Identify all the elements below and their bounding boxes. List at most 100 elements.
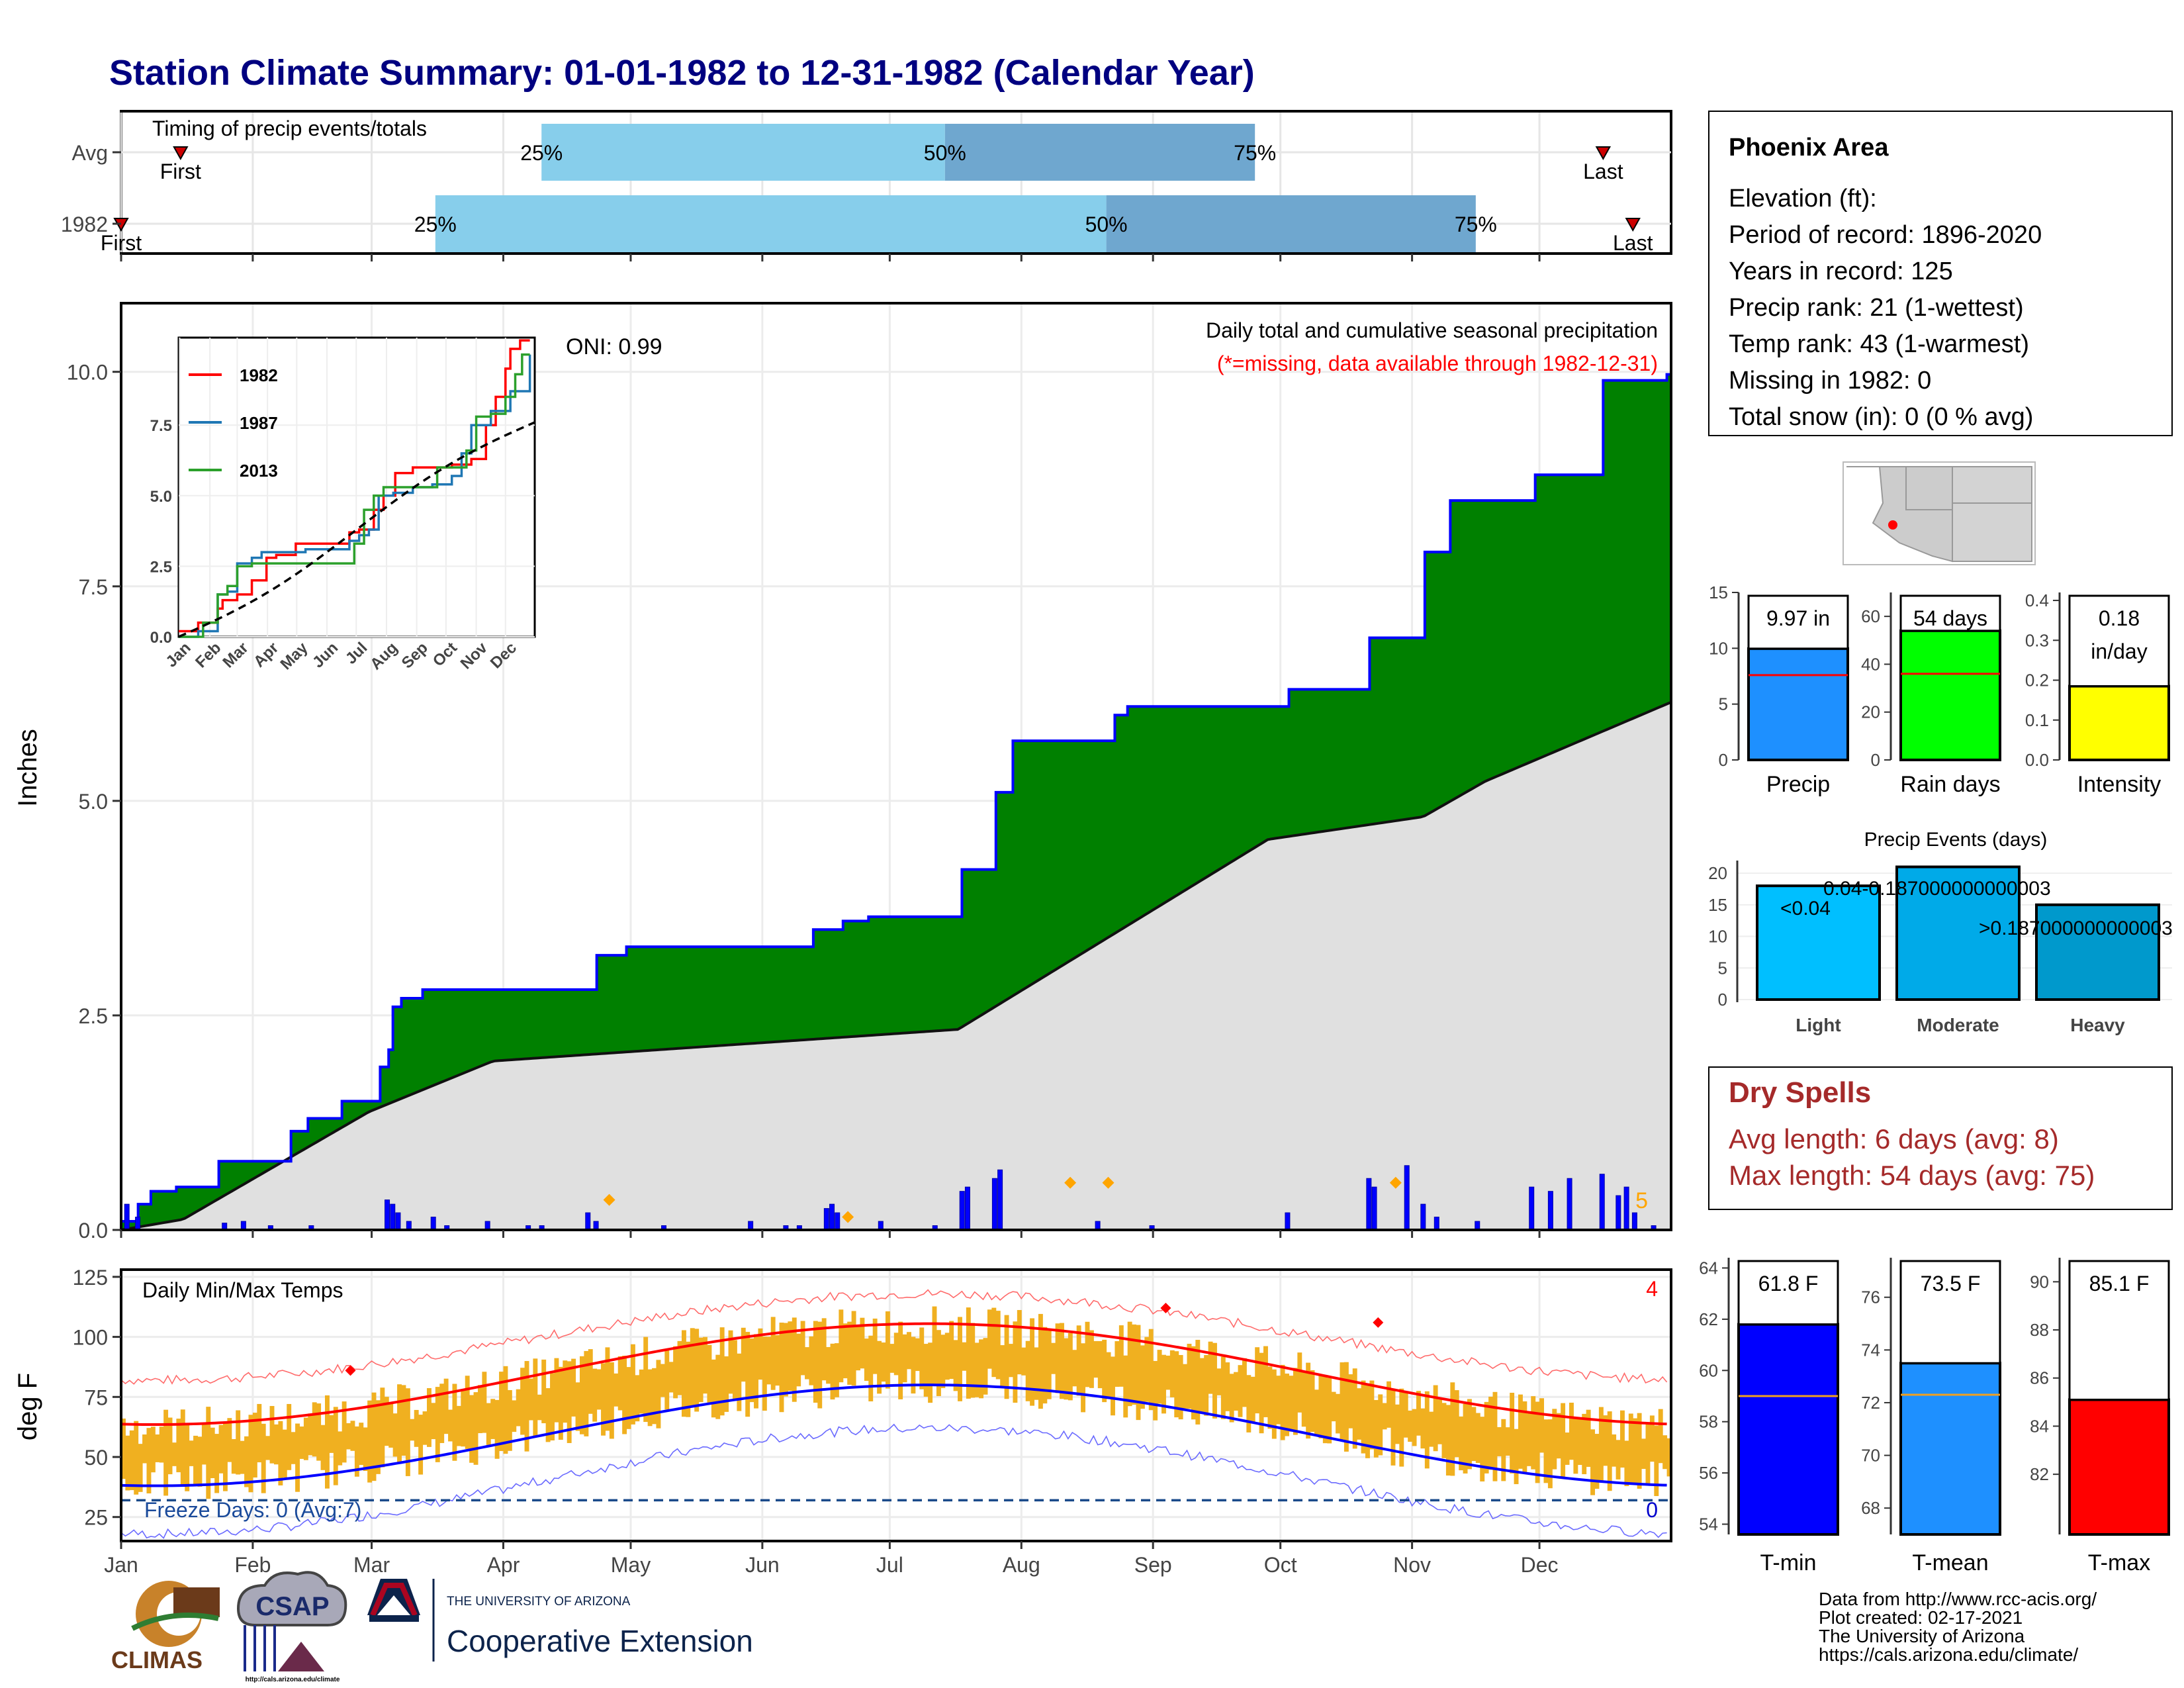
daily-temp-range-bar — [609, 1362, 614, 1439]
precip-anomaly-fill — [617, 955, 623, 1053]
daily-temp-range-bar — [749, 1338, 754, 1403]
precip-anomaly-fill — [265, 1161, 271, 1172]
climas-logo: CLIMAS — [111, 1581, 220, 1673]
precip-anomaly-fill — [788, 947, 793, 1041]
mini-value-label: 85.1 F — [2089, 1272, 2150, 1295]
daily-temp-range-bar — [1060, 1323, 1064, 1399]
inset-chart: 0.02.55.07.5198219872013JanFebMarAprMayJ… — [150, 336, 536, 673]
daily-temp-range-bar — [847, 1321, 852, 1385]
observed-cumulative-line — [121, 373, 1671, 1223]
daily-temp-range-bar — [1535, 1401, 1540, 1483]
precip-anomaly-fill — [915, 916, 920, 1033]
events-tick-label: 15 — [1708, 895, 1727, 915]
mini-tick-label: 88 — [2030, 1320, 2049, 1340]
daily-temp-range-bar — [639, 1369, 644, 1414]
daily-temp-range-bar — [155, 1434, 160, 1462]
precip-anomaly-fill — [1174, 706, 1179, 897]
daily-temp-range-bar — [180, 1409, 185, 1487]
daily-precip-bar — [1371, 1186, 1377, 1231]
timing-label: Timing of precip events/totals — [152, 117, 427, 140]
daily-temp-range-bar — [1471, 1407, 1477, 1462]
daily-temp-range-bar — [842, 1323, 848, 1379]
mini-tick-label: 72 — [1861, 1393, 1880, 1413]
daily-precip-bar — [430, 1217, 436, 1231]
precip-anomaly-fill — [766, 947, 772, 1043]
mini-tick-label: 68 — [1861, 1498, 1880, 1518]
precip-anomaly-fill — [541, 990, 547, 1058]
precip-anomaly-fill — [261, 1161, 266, 1174]
precip-anomaly-fill — [1331, 689, 1336, 831]
daily-temp-range-bar — [1522, 1401, 1527, 1474]
daily-temp-range-bar — [970, 1323, 976, 1398]
daily-temp-range-bar — [596, 1369, 602, 1410]
daily-temp-range-bar — [443, 1378, 449, 1434]
precip-anomaly-fill — [1475, 500, 1480, 787]
daily-temp-range-bar — [1242, 1358, 1247, 1407]
precip-anomaly-fill — [664, 947, 670, 1050]
precip-anomaly-fill — [728, 947, 733, 1045]
daily-temp-range-bar — [1118, 1325, 1124, 1387]
daily-temp-range-bar — [448, 1409, 453, 1442]
daily-temp-range-bar — [1424, 1391, 1430, 1469]
daily-temp-range-bar — [1322, 1375, 1328, 1444]
daily-max-marker — [1389, 1176, 1402, 1189]
daily-temp-range-bar — [1382, 1403, 1387, 1430]
timing-first-label: First — [101, 231, 142, 255]
daily-temp-range-bar — [1076, 1325, 1081, 1396]
daily-temp-range-bar — [401, 1385, 406, 1456]
precip-anomaly-fill — [1492, 500, 1498, 778]
precip-anomaly-fill — [792, 947, 797, 1041]
daily-precip-bar — [1547, 1191, 1553, 1231]
daily-temp-range-bar — [456, 1405, 461, 1446]
precip-anomaly-fill — [494, 990, 500, 1061]
inset-ytick-label: 2.5 — [150, 558, 172, 576]
daily-temp-range-bar — [1394, 1404, 1400, 1444]
precip-anomaly-fill — [1038, 741, 1043, 980]
inset-ytick-label: 7.5 — [150, 417, 172, 435]
daily-temp-range-bar — [558, 1366, 563, 1440]
daily-temp-range-bar — [626, 1367, 631, 1429]
daily-temp-range-bar — [1064, 1338, 1069, 1400]
daily-temp-range-bar — [138, 1444, 143, 1492]
precip-anomaly-fill — [584, 990, 589, 1055]
precip-anomaly-fill — [324, 1118, 330, 1138]
daily-precip-bar — [997, 1169, 1003, 1231]
precip-anomaly-fill — [1526, 500, 1531, 764]
month-label: Nov — [1393, 1553, 1431, 1577]
precip-anomaly-fill — [295, 1131, 300, 1155]
daily-temp-range-bar — [291, 1432, 296, 1464]
precip-anomaly-fill — [1543, 475, 1549, 757]
precip-anomaly-fill — [719, 947, 725, 1046]
precip-anomaly-fill — [1025, 741, 1030, 988]
dry-spells-box: Dry Spells Avg length: 6 days (avg: 8) M… — [1708, 1066, 2173, 1210]
daily-temp-range-bar — [1178, 1354, 1183, 1420]
precip-anomaly-fill — [516, 990, 521, 1060]
precip-anomaly-fill — [1594, 475, 1600, 735]
event-bar — [1895, 865, 2021, 1001]
precip-anomaly-fill — [877, 916, 882, 1035]
footer-line: The University of Arizona — [1819, 1626, 2025, 1646]
precip-anomaly-fill — [1208, 706, 1213, 876]
daily-temp-range-bar — [236, 1410, 241, 1475]
precip-anomaly-fill — [596, 955, 602, 1055]
daily-temp-range-bar — [1017, 1310, 1022, 1375]
inset-legend-label: 1987 — [240, 413, 278, 433]
timing-row-name: 1982 — [61, 212, 108, 236]
footer-credits: Data from http://www.rcc-acis.org/Plot c… — [1819, 1589, 2097, 1665]
precip-anomaly-fill — [796, 947, 801, 1041]
ua-big-text: Cooperative Extension — [447, 1624, 753, 1658]
daily-temp-range-bar — [1539, 1398, 1545, 1453]
precip-anomaly-fill — [316, 1118, 322, 1143]
daily-precip-bar — [585, 1212, 591, 1231]
precip-anomaly-fill — [979, 869, 984, 1017]
precip-anomaly-fill — [966, 869, 971, 1025]
oni-label: ONI: 0.99 — [566, 334, 662, 359]
daily-temp-range-bar — [614, 1373, 619, 1407]
precip-anomaly-fill — [1118, 715, 1124, 931]
precip-anomaly-fill — [1136, 706, 1141, 921]
daily-temp-range-bar — [783, 1323, 788, 1397]
daily-temp-range-bar — [1183, 1364, 1188, 1409]
event-bar — [2035, 903, 2160, 1002]
precip-anomaly-fill — [1064, 741, 1069, 965]
precip-anomaly-fill — [1276, 706, 1281, 839]
